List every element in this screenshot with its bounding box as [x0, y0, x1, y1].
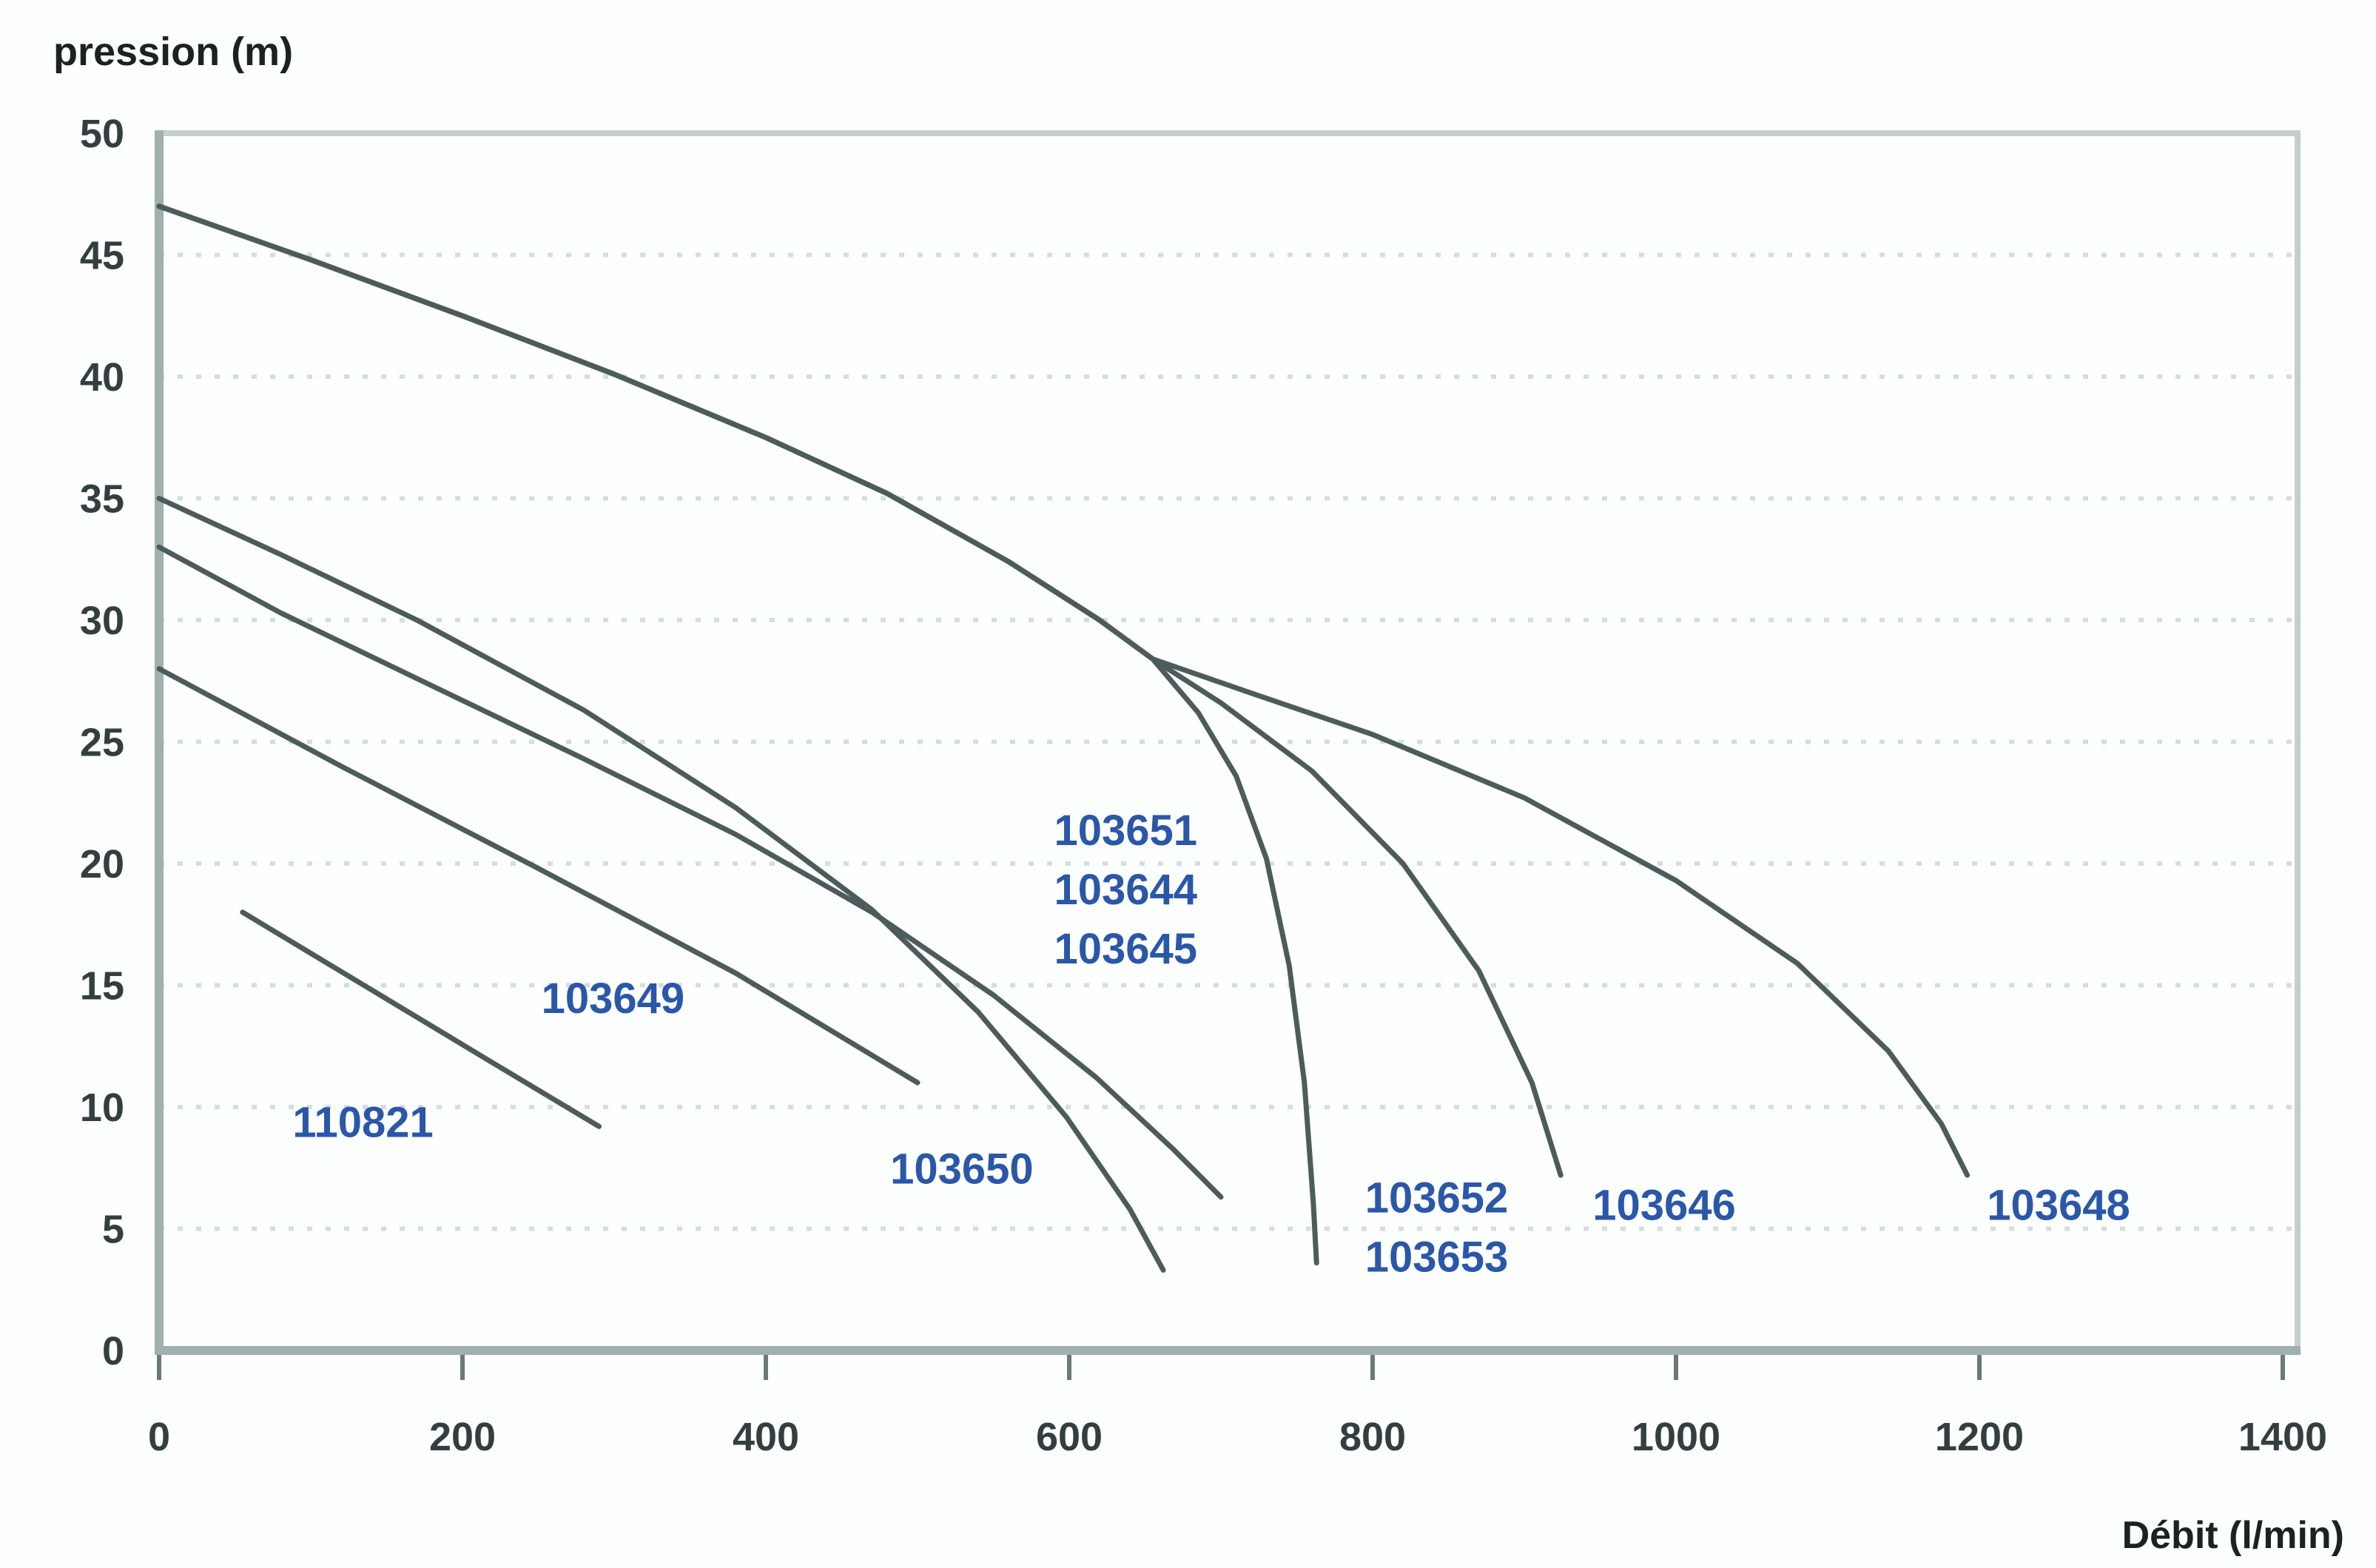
y-axis-title: pression (m) [53, 30, 293, 74]
y-tick-label-10: 10 [80, 1086, 124, 1130]
x-tick-label-1000: 1000 [1632, 1415, 1720, 1459]
x-tick-label-1400: 1400 [2238, 1415, 2327, 1459]
y-tick-label-25: 25 [80, 721, 124, 765]
y-tick-label-0: 0 [102, 1329, 124, 1373]
y-tick-label-50: 50 [80, 112, 124, 156]
curve-label-110821: 110821 [292, 1099, 433, 1147]
curve-label-103645: 103645 [1054, 925, 1198, 973]
curve-label-103652: 103652 [1365, 1174, 1509, 1222]
curve-103649 [156, 666, 921, 1086]
curve-label-103649: 103649 [542, 975, 685, 1023]
curve-label-103648: 103648 [1987, 1182, 2130, 1230]
curve-label-103653: 103653 [1365, 1234, 1509, 1282]
x-tick-label-400: 400 [733, 1415, 799, 1459]
y-tick-label-45: 45 [80, 234, 124, 278]
curve-103648 [156, 203, 1971, 1178]
curve-label-103650: 103650 [890, 1145, 1034, 1193]
curve-103650 [156, 496, 1166, 1273]
y-tick-label-30: 30 [80, 599, 124, 643]
x-tick-label-0: 0 [148, 1415, 170, 1459]
y-tick-label-40: 40 [80, 355, 124, 400]
curve-103651-103644-103645 [156, 544, 1224, 1200]
x-tick-label-1200: 1200 [1935, 1415, 2024, 1459]
y-tick-label-20: 20 [80, 842, 124, 886]
y-tick-label-5: 5 [102, 1208, 124, 1252]
chart-generated-layer: 0 5 10 15 20 25 30 35 40 45 50 0 200 400 600 800 1000 120… [80, 112, 2327, 1459]
curve-label-103651: 103651 [1054, 807, 1198, 855]
curve-110821 [240, 909, 602, 1129]
y-tick-label-35: 35 [80, 477, 124, 522]
curve-label-103644: 103644 [1054, 866, 1198, 914]
x-axis-title: Débit (l/min) [2122, 1514, 2344, 1557]
x-tick-label-200: 200 [429, 1415, 496, 1459]
x-tick-label-800: 800 [1339, 1415, 1406, 1459]
curve-103646 [156, 203, 1564, 1178]
curve-label-103646: 103646 [1592, 1182, 1736, 1230]
y-tick-label-15: 15 [80, 964, 124, 1009]
x-tick-label-600: 600 [1036, 1415, 1103, 1459]
